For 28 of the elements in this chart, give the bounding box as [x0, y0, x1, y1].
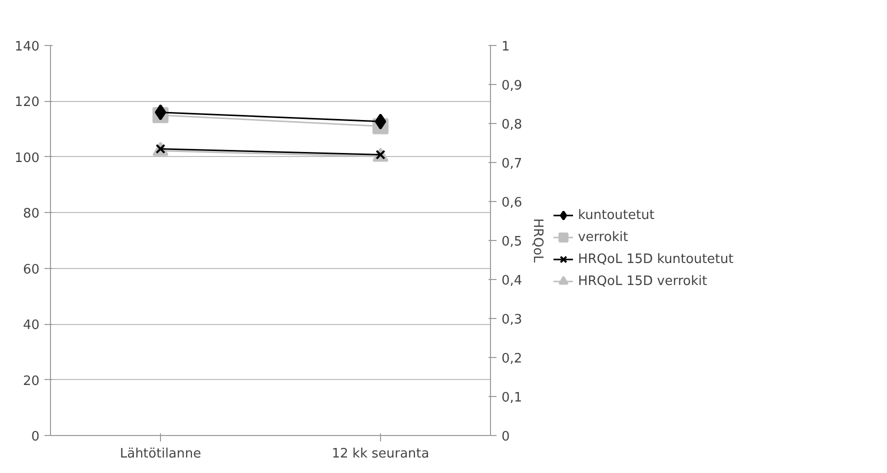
- y2-tick-label: 0,3: [502, 312, 522, 328]
- legend-label: verrokit: [578, 230, 628, 244]
- y-tick-label: 20: [22, 374, 40, 389]
- x-tick-label: 12 kk seuranta: [332, 446, 430, 462]
- y-tick-label: 60: [22, 262, 40, 278]
- y-tick-label: 100: [14, 150, 40, 166]
- legend-label: HRQoL 15D verrokit: [578, 274, 708, 288]
- y2-tick-label: 0,5: [502, 234, 522, 250]
- y-tick-label: 40: [22, 318, 40, 334]
- y2-tick-label: 0,2: [502, 352, 522, 366]
- y2-tick-label: 0,9: [502, 78, 522, 94]
- y2-tick-label: 0,8: [502, 118, 522, 132]
- point: [374, 114, 386, 130]
- point: [154, 104, 166, 120]
- y-tick-label: 120: [14, 95, 40, 110]
- legend-label: kuntoutetut: [578, 208, 654, 222]
- x-tick-label: Lähtötilanne: [120, 446, 202, 462]
- y2-tick-label: 0,6: [502, 196, 522, 210]
- y2-tick-label: 1: [502, 40, 510, 54]
- legend-label: HRQoL 15D kuntoutetut: [578, 252, 734, 266]
- y2-tick-label: 0,1: [502, 390, 522, 406]
- y-tick-label: 80: [22, 206, 40, 222]
- y2-tick-label: 0,7: [502, 156, 522, 172]
- y2-tick-label: 0: [502, 430, 510, 444]
- y2-axis-title: HRQoL: [530, 218, 546, 264]
- y2-tick-label: 0,4: [502, 274, 522, 288]
- y-tick-label: 140: [14, 40, 40, 54]
- y-tick-label: 0: [31, 430, 40, 444]
